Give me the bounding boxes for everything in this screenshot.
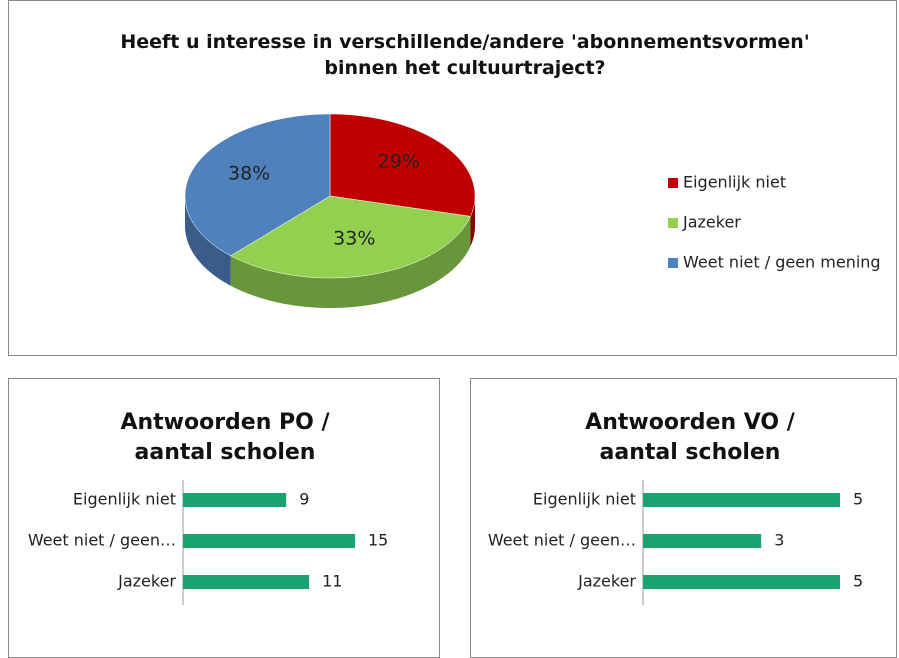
bar (643, 534, 762, 548)
bar (183, 575, 310, 589)
legend-swatch (668, 218, 678, 228)
legend-swatch (668, 258, 678, 268)
y-tick-label: Eigenlijk niet (73, 490, 176, 509)
data-label: 5 (853, 490, 863, 509)
data-label: 3 (774, 531, 784, 550)
data-label: 38% (228, 162, 270, 184)
legend-label: Weet niet / geen mening (683, 253, 881, 272)
pie-side (230, 216, 471, 308)
bar (183, 534, 355, 548)
y-tick-label: Weet niet / geen… (488, 531, 636, 550)
chart-title: Antwoorden VO / aantal scholen (585, 410, 795, 465)
data-label: 11 (322, 572, 342, 591)
panel (8, 0, 897, 356)
bar (643, 575, 840, 589)
legend-label: Jazeker (682, 213, 741, 232)
pie-slice (184, 113, 331, 257)
data-label: 9 (299, 490, 309, 509)
data-label: 29% (378, 150, 420, 172)
pie-side (185, 196, 231, 286)
legend-swatch (668, 178, 678, 188)
y-tick-label: Weet niet / geen… (28, 531, 176, 550)
bar (643, 493, 840, 507)
y-tick-label: Jazeker (577, 572, 636, 591)
data-label: 5 (853, 572, 863, 591)
data-label: 15 (368, 531, 388, 550)
pie-slice (329, 113, 476, 217)
pie-slice (230, 195, 471, 279)
chart-title: Heeft u interesse in verschillende/ander… (120, 31, 810, 79)
bar (183, 493, 287, 507)
legend-label: Eigenlijk niet (683, 173, 786, 192)
chart-title: Antwoorden PO / aantal scholen (120, 410, 330, 465)
y-tick-label: Jazeker (117, 572, 176, 591)
pie-side (470, 196, 475, 247)
y-tick-label: Eigenlijk niet (533, 490, 636, 509)
data-label: 33% (333, 228, 375, 250)
